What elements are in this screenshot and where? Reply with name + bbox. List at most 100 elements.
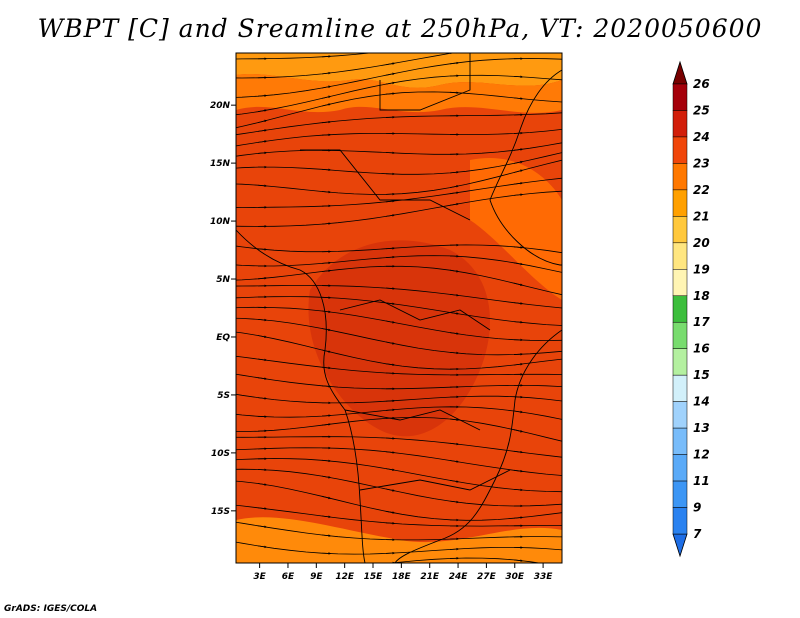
streamline-arrow <box>385 302 396 306</box>
field-region-north-warm <box>236 74 562 113</box>
streamline-arrow <box>321 310 332 314</box>
lon-tick-label: 21E <box>420 572 440 582</box>
colorbar-label: 15 <box>693 368 710 382</box>
colorbar-label: 25 <box>693 103 710 117</box>
streamline-arrow <box>257 377 268 380</box>
streamline-arrow <box>449 332 460 335</box>
lat-tick-label: 20N <box>210 101 231 111</box>
streamline-arrow <box>385 488 396 492</box>
colorbar-label: 20 <box>693 236 710 250</box>
streamline-arrow <box>385 451 396 454</box>
colorbar-label: 9 <box>693 501 701 515</box>
colorbar: 26 25 24 23 22 21 20 19 18 17 16 15 14 13 12 11 9 7 <box>672 60 710 558</box>
lat-tick-label: EQ <box>216 333 230 343</box>
streamline-arrow <box>385 62 396 66</box>
east-coastline <box>489 69 562 266</box>
colorbar-label: 18 <box>693 289 710 303</box>
west-coastline <box>236 229 366 563</box>
colorbar-swatch <box>672 110 688 138</box>
streamline-arrow <box>449 202 460 206</box>
colorbar-swatch <box>672 242 688 270</box>
colorbar-label: 24 <box>693 130 710 144</box>
streamline-arrow <box>385 521 396 525</box>
streamline-arrow <box>257 483 268 486</box>
credit-label: GrADS: IGES/COLA <box>4 604 98 614</box>
streamline-arrow <box>257 335 268 339</box>
streamline-arrow <box>257 507 268 510</box>
streamline-arrow <box>513 97 524 100</box>
streamline-arrow <box>513 160 524 164</box>
latitude-axis: 20N 15N 10N 5N EQ 5S 10S 15S <box>210 101 236 517</box>
streamline-arrow <box>449 351 460 355</box>
streamline-arrow <box>513 488 524 492</box>
streamline-arrow <box>321 120 332 124</box>
streamline-arrow <box>257 94 268 97</box>
streamline-arrow <box>321 55 332 58</box>
streamline-arrow <box>257 397 268 400</box>
streamline-arrow <box>513 410 524 414</box>
streamline-arrow <box>385 81 396 85</box>
streamline-arrow <box>385 399 396 403</box>
streamline-arrow <box>450 41 458 42</box>
streamline-arrow <box>257 119 268 124</box>
streamline-arrow <box>513 262 524 266</box>
streamline-arrow <box>321 269 332 273</box>
colorbar-swatch <box>672 83 688 111</box>
streamline-arrow <box>385 72 396 76</box>
streamline-arrow <box>257 276 268 280</box>
lat-tick-label: 10S <box>211 449 230 459</box>
streamline-arrow <box>257 358 268 362</box>
streamline-arrow <box>386 50 394 51</box>
lon-tick-label: 15E <box>364 572 384 582</box>
streamline-arrow <box>321 385 332 388</box>
lat-tick-label: 10N <box>210 217 231 227</box>
colorbar-label: 19 <box>693 262 710 276</box>
colorbar-label: 14 <box>693 395 710 409</box>
streamline-arrow <box>449 480 460 483</box>
colorbar-swatch <box>672 374 688 402</box>
border-2 <box>300 149 471 221</box>
streamline-arrow <box>321 459 332 463</box>
streamline-arrow <box>385 287 396 290</box>
lon-tick-label: 30E <box>505 572 525 582</box>
streamline-arrow <box>385 199 396 203</box>
streamline-arrow <box>321 261 332 265</box>
streamline-arrow <box>257 129 268 132</box>
streamline-arrow <box>513 302 524 305</box>
colorbar-label: 13 <box>693 421 710 435</box>
east-coastline-south <box>394 329 562 563</box>
colorbar-swatch <box>672 136 688 164</box>
streamline-arrow <box>385 510 396 514</box>
streamline-arrow <box>513 320 524 324</box>
streamline-arrow <box>321 85 332 89</box>
colorbar-swatch <box>672 480 688 508</box>
streamline-arrow <box>449 185 460 188</box>
streamline-arrow <box>513 469 524 473</box>
streamline <box>236 53 374 60</box>
lon-tick-label: 6E <box>282 572 295 582</box>
colorbar-swatch <box>672 507 688 535</box>
streamline-arrow <box>321 71 332 75</box>
streamline-arrow <box>321 366 332 370</box>
streamline-arrow <box>513 559 524 562</box>
streamline-arrow <box>321 515 332 519</box>
streamline-arrow <box>257 248 268 251</box>
streamline-arrow <box>513 131 524 135</box>
streamline-arrow <box>514 32 522 33</box>
streamline-arrow <box>513 169 524 173</box>
streamline-arrow <box>385 255 396 259</box>
streamline-arrow <box>321 222 332 225</box>
plot-frame <box>235 52 563 564</box>
colorbar-swatch <box>672 454 688 482</box>
streamline-arrow <box>449 269 460 273</box>
plot-area <box>235 32 563 564</box>
lon-tick-label: 3E <box>253 572 266 582</box>
colorbar-swatch <box>672 216 688 244</box>
colorbar-swatch <box>672 401 688 429</box>
streamline-arrow <box>513 516 524 519</box>
streamline-arrow <box>385 468 396 472</box>
streamlines <box>236 32 562 563</box>
streamline-arrow <box>321 168 332 172</box>
streamline-arrow <box>513 282 524 286</box>
colorbar-label: 22 <box>693 183 710 197</box>
